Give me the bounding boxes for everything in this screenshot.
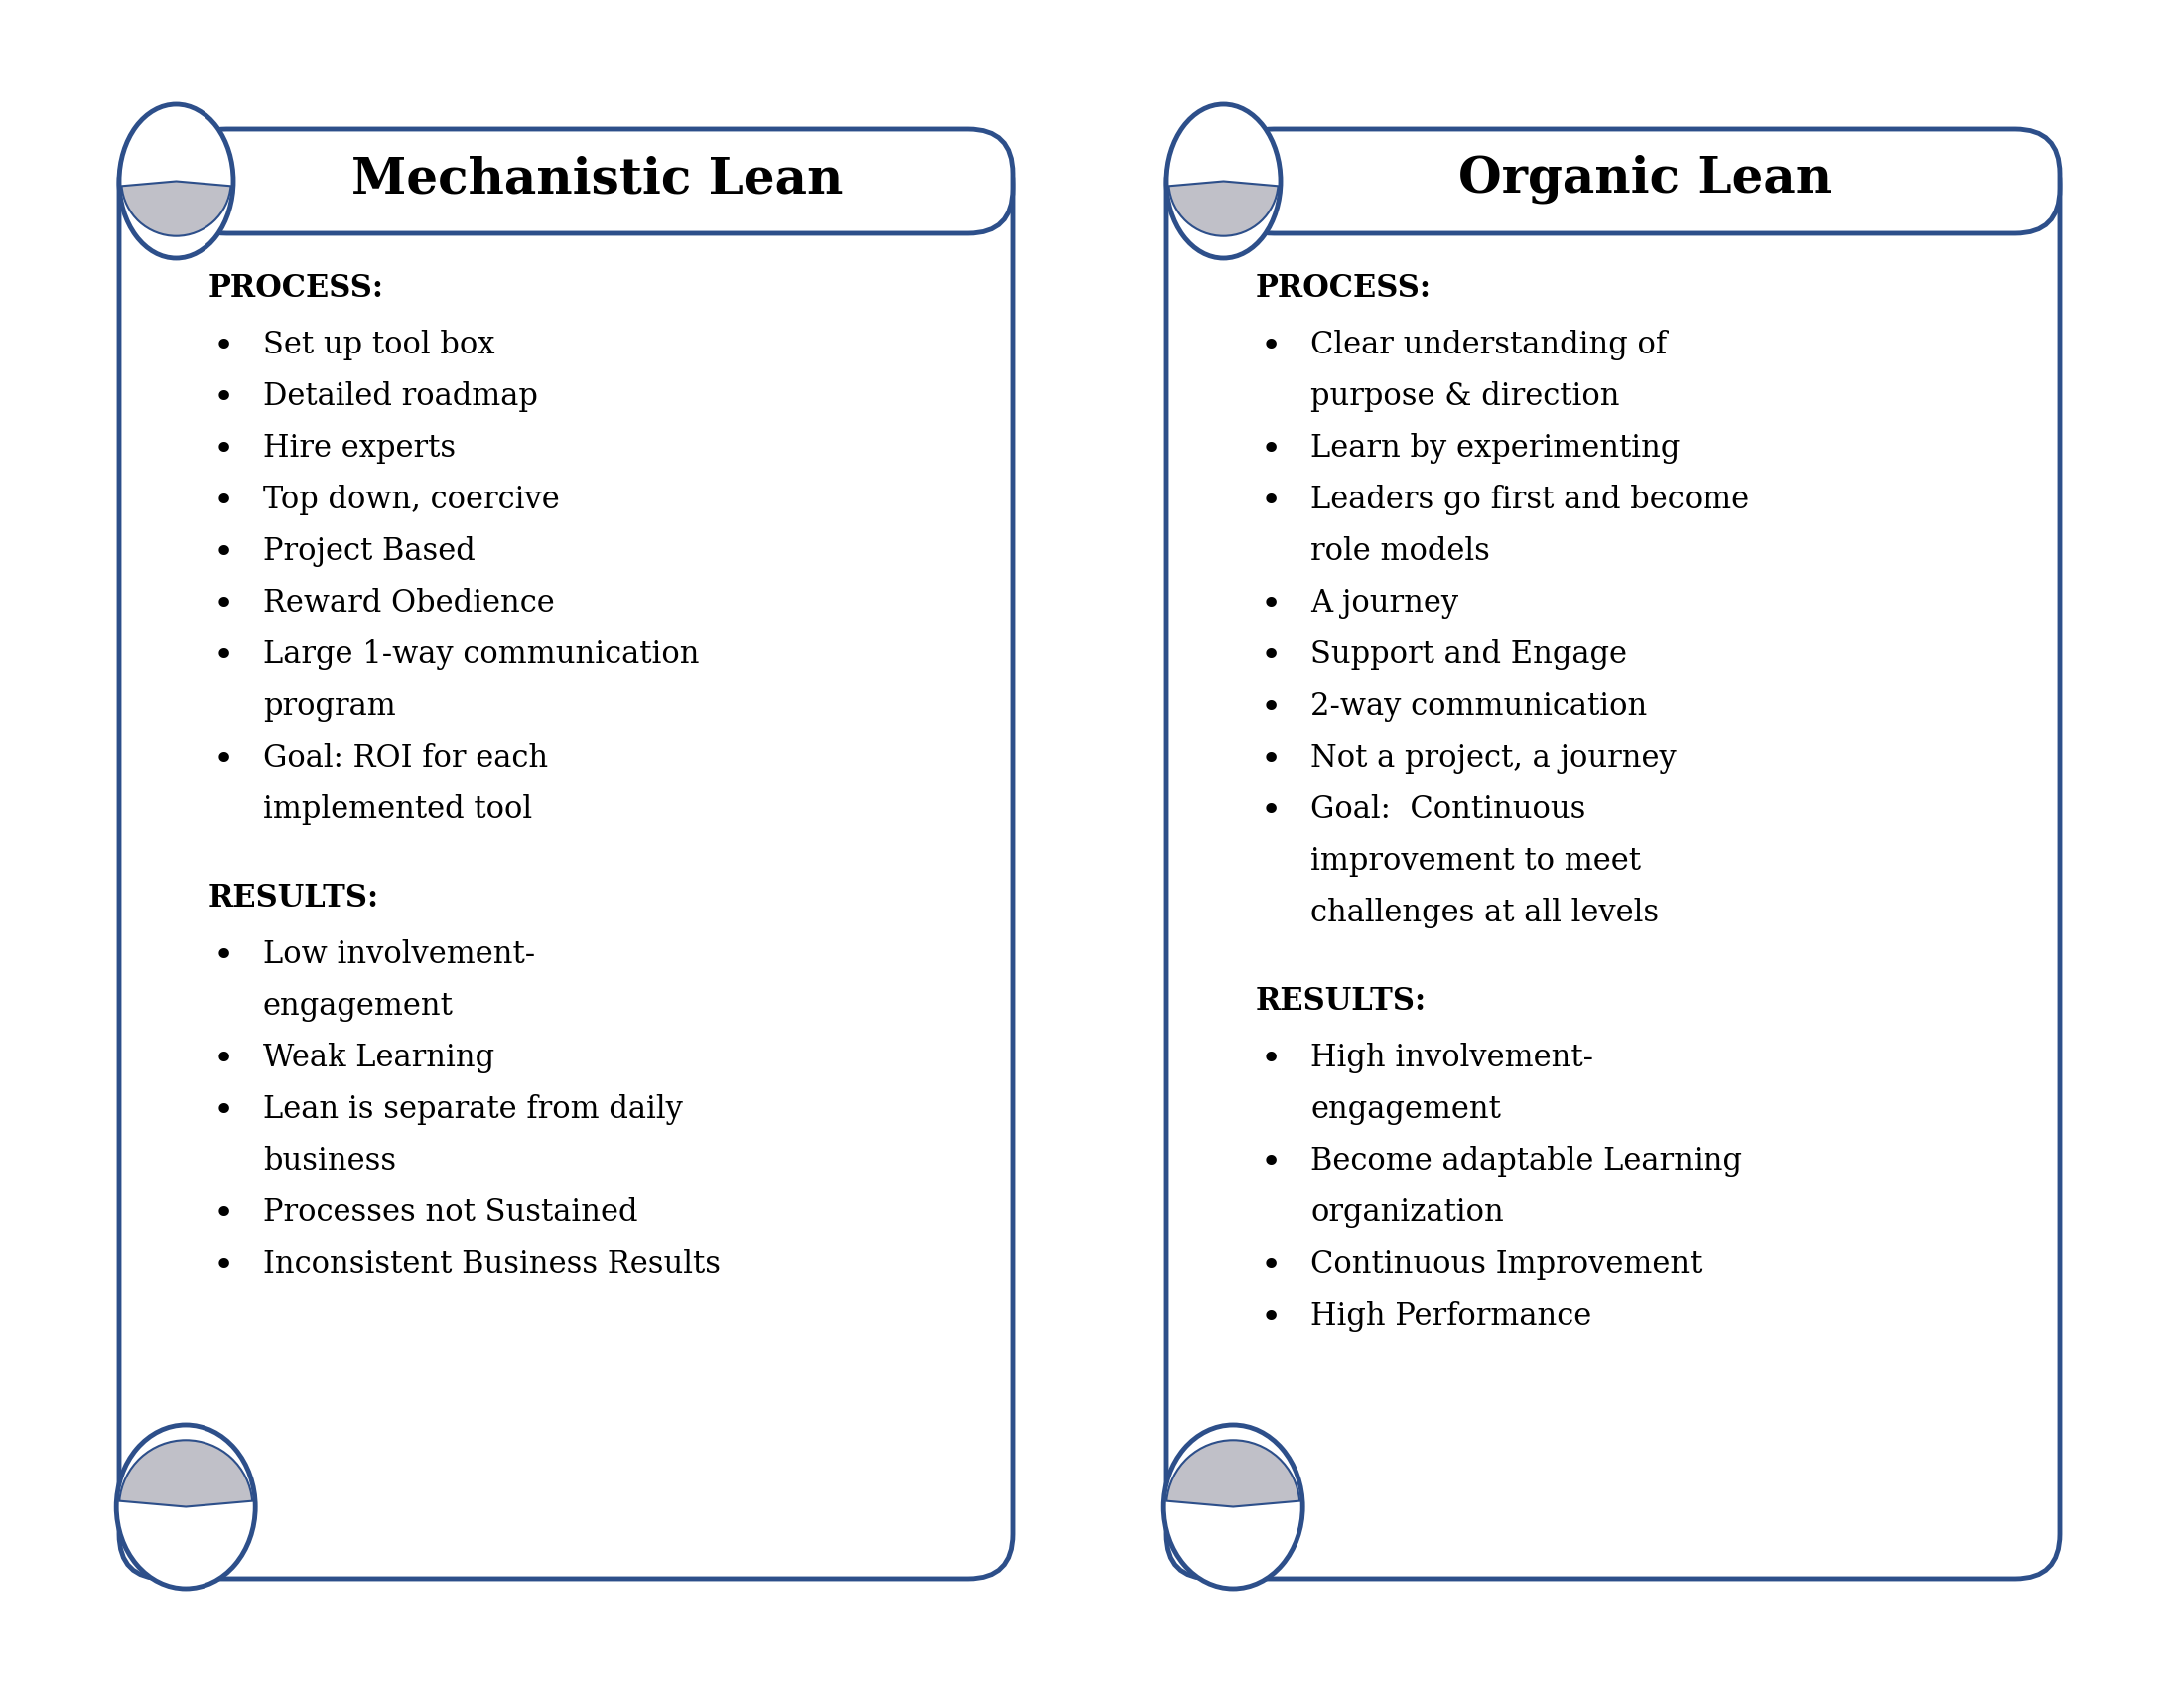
Text: organization: organization	[1310, 1197, 1505, 1229]
Text: High involvement-: High involvement-	[1310, 1043, 1594, 1074]
Text: Processes not Sustained: Processes not Sustained	[262, 1197, 638, 1229]
Ellipse shape	[116, 1425, 256, 1588]
Text: Mechanistic Lean: Mechanistic Lean	[352, 155, 843, 204]
Text: engagement: engagement	[1310, 1094, 1500, 1124]
Ellipse shape	[1164, 1425, 1302, 1588]
Text: •: •	[1260, 640, 1282, 674]
Text: •: •	[1260, 329, 1282, 363]
Text: Clear understanding of: Clear understanding of	[1310, 329, 1666, 361]
Text: 2-way communication: 2-way communication	[1310, 692, 1647, 722]
Text: Hire experts: Hire experts	[262, 434, 456, 464]
Text: •: •	[1260, 587, 1282, 621]
Text: challenges at all levels: challenges at all levels	[1310, 898, 1660, 928]
Text: A journey: A journey	[1310, 587, 1459, 619]
Wedge shape	[120, 1440, 253, 1507]
FancyBboxPatch shape	[1230, 128, 2060, 233]
Text: implemented tool: implemented tool	[262, 795, 533, 825]
Text: program: program	[262, 692, 395, 722]
Text: Leaders go first and become: Leaders go first and become	[1310, 484, 1749, 515]
Text: •: •	[212, 1197, 234, 1231]
Text: •: •	[212, 587, 234, 621]
Wedge shape	[122, 181, 232, 236]
Text: Project Based: Project Based	[262, 537, 476, 567]
Text: •: •	[1260, 1043, 1282, 1077]
FancyBboxPatch shape	[181, 128, 1013, 233]
Text: •: •	[212, 484, 234, 518]
Text: Set up tool box: Set up tool box	[262, 329, 496, 361]
Text: Not a project, a journey: Not a project, a journey	[1310, 743, 1677, 773]
Text: Large 1-way communication: Large 1-way communication	[262, 640, 699, 670]
Ellipse shape	[1166, 105, 1280, 258]
Text: Reward Obedience: Reward Obedience	[262, 587, 555, 619]
FancyBboxPatch shape	[1166, 138, 2060, 1578]
Text: engagement: engagement	[262, 991, 454, 1021]
Text: •: •	[1260, 1300, 1282, 1334]
Text: •: •	[1260, 743, 1282, 776]
Wedge shape	[1166, 1440, 1299, 1507]
Text: Lean is separate from daily: Lean is separate from daily	[262, 1094, 684, 1124]
Text: Organic Lean: Organic Lean	[1459, 155, 1830, 204]
Text: PROCESS:: PROCESS:	[207, 273, 384, 304]
Text: role models: role models	[1310, 537, 1489, 567]
Text: Goal:  Continuous: Goal: Continuous	[1310, 795, 1586, 825]
Text: Become adaptable Learning: Become adaptable Learning	[1310, 1146, 1743, 1177]
Text: •: •	[212, 434, 234, 468]
Text: Weak Learning: Weak Learning	[262, 1043, 494, 1074]
Text: Continuous Improvement: Continuous Improvement	[1310, 1249, 1701, 1280]
Text: •: •	[1260, 1146, 1282, 1180]
Text: •: •	[1260, 484, 1282, 518]
Text: business: business	[262, 1146, 395, 1177]
Text: •: •	[1260, 434, 1282, 468]
Text: •: •	[212, 537, 234, 571]
Ellipse shape	[120, 105, 234, 258]
Text: •: •	[212, 381, 234, 415]
Wedge shape	[1168, 181, 1278, 236]
Text: •: •	[212, 329, 234, 363]
Text: •: •	[1260, 692, 1282, 726]
FancyBboxPatch shape	[120, 138, 1013, 1578]
Text: Detailed roadmap: Detailed roadmap	[262, 381, 537, 412]
Text: •: •	[212, 939, 234, 972]
Text: Learn by experimenting: Learn by experimenting	[1310, 434, 1679, 464]
Text: •: •	[212, 743, 234, 776]
Text: Goal: ROI for each: Goal: ROI for each	[262, 743, 548, 773]
Text: Support and Engage: Support and Engage	[1310, 640, 1627, 670]
Text: Low involvement-: Low involvement-	[262, 939, 535, 971]
Text: improvement to meet: improvement to meet	[1310, 846, 1640, 878]
Text: •: •	[212, 640, 234, 674]
Text: •: •	[212, 1043, 234, 1077]
Text: Top down, coercive: Top down, coercive	[262, 484, 559, 515]
Text: Inconsistent Business Results: Inconsistent Business Results	[262, 1249, 721, 1280]
Text: •: •	[1260, 1249, 1282, 1283]
Text: •: •	[212, 1094, 234, 1128]
Text: RESULTS:: RESULTS:	[1256, 986, 1426, 1016]
Text: RESULTS:: RESULTS:	[207, 883, 380, 913]
Text: PROCESS:: PROCESS:	[1256, 273, 1433, 304]
Text: purpose & direction: purpose & direction	[1310, 381, 1621, 412]
Text: •: •	[1260, 795, 1282, 829]
Text: •: •	[212, 1249, 234, 1283]
Text: High Performance: High Performance	[1310, 1300, 1592, 1332]
